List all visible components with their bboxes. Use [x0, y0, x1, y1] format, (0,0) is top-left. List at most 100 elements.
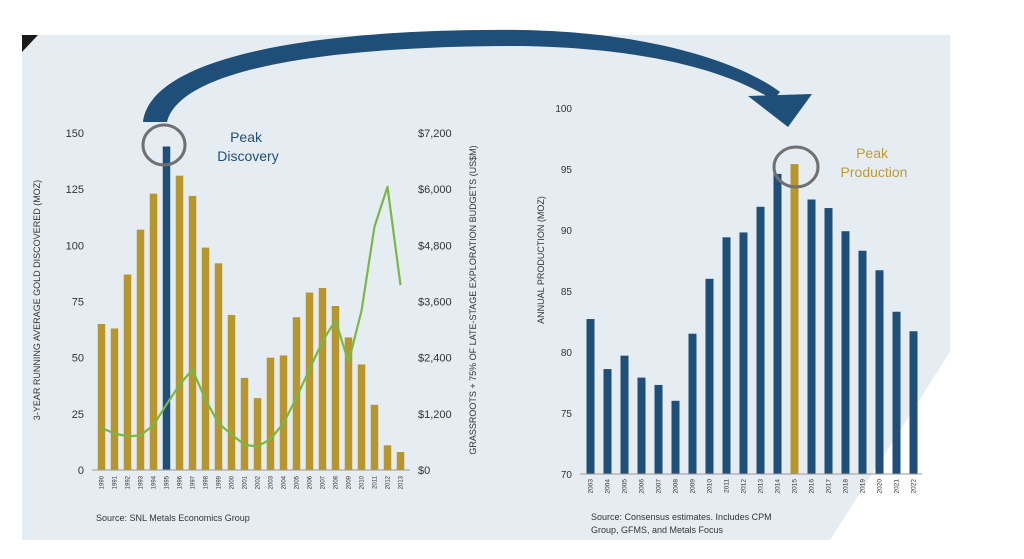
left-bar-2008 [331, 305, 340, 470]
left-x-tick-label: 1995 [165, 475, 171, 489]
left-bar-1995 [162, 146, 171, 471]
right-bar-2019 [858, 250, 867, 474]
right-bar-2003 [586, 319, 595, 474]
right-x-tick-label: 2021 [894, 479, 901, 494]
right-bar-2017 [824, 208, 833, 475]
right-source-note: Source: Consensus estimates. Includes CP… [591, 512, 774, 535]
left-y-tick-label: 100 [66, 240, 84, 252]
left-bar-1997 [188, 195, 197, 470]
peak-production-annotation: Peak Production [841, 145, 908, 180]
right-y-tick-label: 95 [561, 165, 573, 176]
left-bar-2002 [253, 398, 262, 470]
right-x-tick-label: 2022 [911, 479, 918, 494]
right-bar-2008 [671, 400, 680, 474]
right-bar-2005 [620, 355, 629, 474]
right-x-tick-label: 2018 [843, 479, 850, 494]
left-x-tick-label: 2005 [295, 475, 301, 489]
right-x-tick-label: 2011 [724, 479, 731, 493]
right-x-tick-label: 2015 [792, 479, 799, 494]
right-y-tick-label: 85 [561, 287, 573, 298]
left-x-tick-label: 1994 [152, 475, 158, 489]
right-bar-2021 [892, 311, 901, 474]
right-x-tick-label: 2004 [605, 479, 612, 494]
left-x-tick-label: 1997 [191, 475, 197, 489]
left-bar-2009 [344, 337, 353, 470]
left-x-tick-label: 2003 [269, 475, 275, 489]
right-bar-2020 [875, 270, 884, 474]
left-y-axis-title: 3-YEAR RUNNING AVERAGE GOLD DISCOVERED (… [32, 180, 42, 420]
peak-production-circle [772, 145, 820, 189]
left-y-tick-label: 0 [78, 465, 84, 477]
left-y-tick-label: 150 [66, 128, 84, 140]
left-x-tick-label: 2000 [230, 475, 236, 489]
left-x-tick-label: 1992 [126, 475, 132, 489]
left-y-tick-label: 25 [72, 409, 84, 421]
left-bar-2010 [357, 364, 366, 470]
left-bar-2005 [292, 317, 301, 470]
right-x-tick-label: 2019 [860, 479, 867, 494]
left-bar-1994 [149, 193, 158, 470]
left-bar-1992 [123, 274, 132, 470]
left-y2-tick-label: $7,200 [418, 128, 452, 140]
right-x-tick-label: 2020 [877, 479, 884, 494]
right-x-tick-label: 2013 [758, 479, 765, 494]
right-x-tick-label: 2017 [826, 479, 833, 494]
right-x-tick-label: 2006 [639, 479, 646, 494]
left-y-tick-label: 75 [72, 297, 84, 309]
left-x-tick-label: 1993 [139, 475, 145, 489]
left-y2-tick-label: $2,400 [418, 353, 452, 365]
right-x-tick-label: 2003 [588, 479, 595, 494]
right-bar-2018 [841, 231, 850, 474]
peak-discovery-annotation: Peak Discovery [217, 129, 278, 164]
left-bar-2003 [266, 357, 275, 470]
right-x-tick-label: 2010 [707, 479, 714, 494]
left-x-tick-label: 1996 [178, 475, 184, 489]
right-x-tick-label: 2014 [775, 479, 782, 494]
right-bar-2014 [773, 173, 782, 474]
right-bar-2007 [654, 384, 663, 474]
right-y-tick-label: 75 [561, 409, 573, 420]
corner-marker [22, 35, 38, 52]
left-x-tick-label: 2009 [347, 475, 353, 489]
left-x-tick-label: 2001 [243, 475, 249, 489]
left-bar-1998 [201, 247, 210, 470]
left-x-tick-label: 2013 [399, 475, 405, 489]
right-x-tick-label: 2005 [622, 479, 629, 494]
right-x-tick-label: 2012 [741, 479, 748, 494]
right-bar-2015 [790, 164, 799, 474]
right-bar-2016 [807, 199, 816, 474]
left-x-tick-label: 1991 [113, 475, 119, 489]
right-bar-2006 [637, 377, 646, 474]
right-x-tick-label: 2007 [656, 479, 663, 494]
right-y-tick-label: 70 [561, 470, 573, 481]
left-x-tick-label: 2012 [386, 475, 392, 489]
left-bar-2013 [396, 452, 405, 470]
left-bar-2001 [240, 377, 249, 470]
left-y-tick-label: 125 [66, 184, 84, 196]
right-chart: 70 75 80 85 90 95 100 2003 2004 2005 2006 2007 2008… [536, 104, 922, 535]
peak-discovery-circle [141, 123, 187, 167]
left-y2-tick-label: $1,200 [418, 409, 452, 421]
left-bar-2011 [370, 404, 379, 470]
right-y-axis-title: ANNUAL PRODUCTION (MOZ) [536, 196, 546, 324]
left-bar-2004 [279, 355, 288, 470]
left-y2-tick-label: $0 [418, 465, 430, 477]
right-bar-2013 [756, 206, 765, 474]
right-x-tick-label: 2008 [673, 479, 680, 494]
left-x-tick-label: 2010 [360, 475, 366, 489]
right-x-tick-label: 2009 [690, 479, 697, 494]
left-chart: 0 25 50 75 100 125 150 $0 $1,200 $2,400 $3,600 $4,… [32, 123, 478, 523]
arrow-head [748, 94, 812, 127]
exploration-budget-line [101, 185, 402, 448]
right-bar-2022 [909, 331, 918, 474]
curved-arrow [143, 29, 780, 122]
right-y-tick-label: 100 [555, 104, 572, 115]
right-y-tick-label: 80 [561, 348, 573, 359]
left-bar-1999 [214, 263, 223, 470]
left-y2-tick-label: $6,000 [418, 184, 452, 196]
left-y-tick-label: 50 [72, 353, 84, 365]
left-x-tick-label: 1999 [217, 475, 223, 489]
left-y2-tick-label: $4,800 [418, 240, 452, 252]
